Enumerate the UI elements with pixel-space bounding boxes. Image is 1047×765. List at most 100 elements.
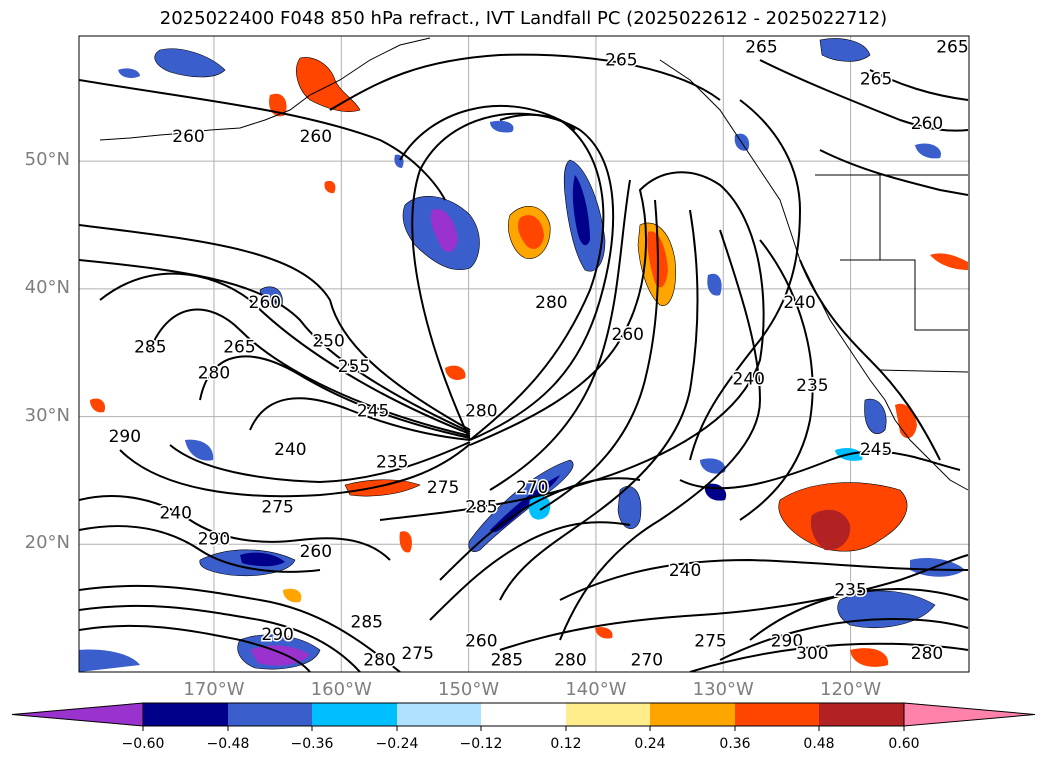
negative-anomaly-patch — [819, 38, 871, 62]
contour-label: 290 — [109, 427, 141, 447]
contour-line — [99, 272, 471, 435]
negative-anomaly-patch — [700, 458, 726, 474]
contour-label: 300 — [796, 644, 828, 664]
colorbar-tick-label: 0.36 — [719, 736, 751, 752]
contour-label: 265 — [223, 338, 255, 358]
contour-line — [559, 558, 969, 601]
positive-anomaly-patch — [445, 365, 466, 380]
colorbar-bin — [312, 703, 397, 726]
colorbar-tick-label: 0.24 — [634, 736, 666, 752]
contour-label: 240 — [160, 504, 192, 524]
contour-line — [739, 239, 814, 521]
contour-label: 265 — [860, 70, 892, 90]
negative-anomaly-patch — [79, 649, 140, 672]
positive-anomaly-patch — [930, 253, 968, 270]
contour-line — [689, 642, 969, 672]
contour-label: 280 — [554, 651, 586, 671]
contour-label: 260 — [249, 293, 281, 313]
contour-label: 260 — [300, 542, 332, 562]
contour-line — [119, 443, 471, 498]
negative-anomaly-patch — [864, 398, 887, 435]
colorbar-tick-label: −0.36 — [290, 736, 334, 752]
colorbar-extend-min — [11, 702, 144, 727]
contour-label: 275 — [261, 497, 293, 517]
contour-label: 280 — [535, 293, 567, 313]
negative-anomaly-patch — [837, 590, 936, 628]
contour-line — [79, 259, 471, 433]
contour-line — [79, 79, 446, 201]
contour-line — [329, 53, 721, 111]
positive-anomaly-patch — [324, 180, 336, 194]
contour-label: 245 — [357, 402, 389, 422]
contour-label: 260 — [172, 127, 204, 147]
contour-label: 240 — [274, 440, 306, 460]
longitude-label: 160°W — [310, 679, 372, 700]
colorbar-bin — [143, 703, 228, 726]
colorbar — [11, 702, 1036, 731]
longitude-label: 130°W — [692, 679, 754, 700]
contour-line — [749, 588, 969, 641]
alaska-coastline — [99, 37, 431, 141]
contour-line — [79, 525, 321, 573]
colorbar-bin — [397, 703, 481, 726]
contour-label: 235 — [834, 580, 866, 600]
contour-line — [149, 308, 471, 437]
colorbar-tick-label: −0.24 — [375, 736, 419, 752]
map-background — [79, 36, 969, 672]
state-borders — [840, 175, 968, 331]
contour-label: 280 — [363, 651, 395, 671]
latitude-label: 40°N — [24, 276, 70, 298]
contour-line — [79, 224, 471, 431]
colorbar-tick-label: −0.12 — [459, 736, 503, 752]
contour-line — [199, 355, 471, 439]
contour-line — [499, 209, 699, 601]
contour-label: 280 — [911, 644, 943, 664]
latitude-label: 50°N — [24, 149, 70, 171]
colorbar-tick-label: −0.60 — [121, 736, 165, 752]
contour-line — [559, 229, 762, 641]
contour-label: 285 — [491, 651, 523, 671]
contour-label: 280 — [465, 402, 497, 422]
contour-line — [79, 495, 391, 561]
contour-line — [499, 113, 576, 131]
colorbar-extend-max — [903, 702, 1036, 727]
contour-line — [399, 104, 605, 441]
contour-line — [679, 450, 961, 490]
colorbar-tick-label: 0.12 — [550, 736, 582, 752]
contour-label: 235 — [376, 453, 408, 473]
contour-line — [79, 624, 311, 672]
colorbar-bin — [228, 703, 312, 726]
map-frame — [78, 35, 970, 673]
north-america-coastline — [659, 59, 969, 491]
contour-line — [499, 554, 969, 651]
positive-anomaly-core — [518, 215, 544, 249]
contour-label: 250 — [312, 331, 344, 351]
contour-label: 290 — [261, 625, 293, 645]
negative-anomaly-core — [430, 209, 458, 252]
contour-line — [79, 584, 401, 672]
positive-anomaly-patch — [399, 531, 412, 553]
positive-anomaly-patch — [296, 57, 361, 112]
contour-label: 265 — [936, 38, 968, 58]
contour-label: 275 — [427, 478, 459, 498]
positive-anomaly-core — [810, 509, 851, 551]
contour-label: 260 — [612, 325, 644, 345]
contour-line — [411, 112, 615, 441]
contour-label: 260 — [300, 127, 332, 147]
longitude-label: 140°W — [565, 679, 627, 700]
contour-label: 255 — [338, 357, 370, 377]
colorbar-bin — [481, 703, 566, 726]
contour-line — [379, 171, 765, 521]
colorbar-tick-label: −0.48 — [206, 736, 250, 752]
contour-line — [719, 618, 969, 661]
contour-labels: 265 265 265 265 260 260 260 260 265 250 255 245 240 2… — [107, 36, 969, 672]
contour-label: 285 — [134, 338, 166, 358]
colorbar-bin — [566, 703, 650, 726]
longitude-label: 150°W — [438, 679, 500, 700]
latitude-label: 30°N — [24, 404, 70, 426]
negative-anomaly-patch — [915, 143, 941, 159]
negative-anomaly-core — [572, 175, 590, 246]
positive-anomaly-patch — [895, 403, 917, 439]
negative-anomaly-patch — [490, 120, 514, 133]
